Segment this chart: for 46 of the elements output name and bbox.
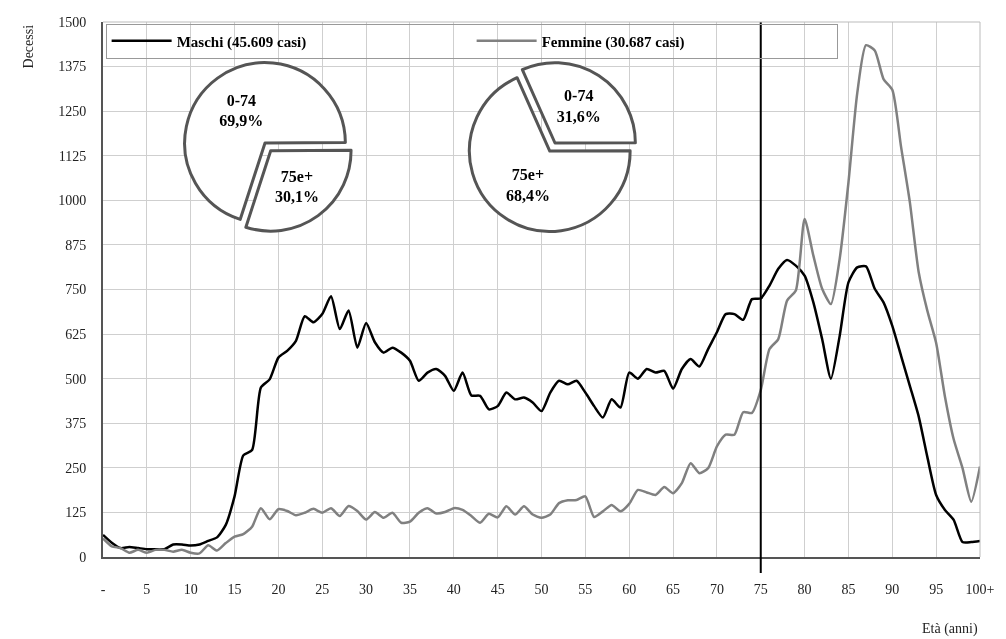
x-tick-label: 20 [271, 581, 286, 597]
x-tick-label: 45 [490, 581, 505, 597]
y-axis-title: Decessi [21, 24, 37, 69]
slice-label: 0-74 [564, 87, 594, 105]
x-tick-label: 50 [534, 581, 549, 597]
x-tick-label: 75 [753, 581, 768, 597]
x-tick-label: 35 [402, 581, 417, 597]
data-label: 68,4% [505, 186, 550, 204]
x-tick-label: 5 [143, 581, 151, 597]
x-tick-label: 40 [446, 581, 461, 597]
x-tick-label: 25 [315, 581, 330, 597]
y-tick-label: 0 [79, 549, 87, 565]
slice-label: 75e+ [511, 165, 545, 183]
x-tick-label: 90 [885, 581, 900, 597]
x-tick-label: 65 [666, 581, 681, 597]
y-tick-label: 750 [65, 282, 87, 298]
y-tick-label: 1500 [58, 14, 87, 30]
slice-label: 75e+ [280, 167, 313, 185]
slice-label: 0-74 [226, 91, 256, 109]
x-tick-label: 100+ [965, 581, 995, 597]
x-tick-label: 55 [578, 581, 593, 597]
x-tick-label: 60 [622, 581, 637, 597]
x-tick-label: 30 [359, 581, 374, 597]
data-label: 30,1% [274, 188, 319, 206]
y-tick-label: 1125 [58, 148, 87, 164]
legend-label: Maschi (45.609 casi) [176, 33, 307, 51]
x-axis-title: Età (anni) [922, 621, 978, 637]
y-tick-label: 875 [65, 237, 87, 253]
data-label: 31,6% [556, 108, 601, 126]
x-tick-label: 70 [709, 581, 724, 597]
y-tick-label: 375 [65, 416, 87, 432]
x-tick-label: 85 [841, 581, 856, 597]
y-tick-label: 1000 [58, 193, 87, 209]
y-tick-label: 1375 [58, 59, 87, 75]
data-label: 69,9% [219, 112, 264, 130]
x-tick-label: 15 [227, 581, 242, 597]
x-tick-label: 95 [929, 581, 944, 597]
x-tick-label: 10 [183, 581, 198, 597]
y-tick-label: 125 [65, 505, 87, 521]
y-tick-label: 625 [65, 326, 87, 342]
x-tick-label: - [100, 581, 106, 597]
y-tick-label: 1250 [58, 104, 87, 120]
legend-label: Femmine (30.687 casi) [541, 33, 685, 51]
y-tick-label: 500 [65, 371, 87, 387]
x-tick-label: 80 [797, 581, 812, 597]
y-tick-label: 250 [65, 460, 87, 476]
